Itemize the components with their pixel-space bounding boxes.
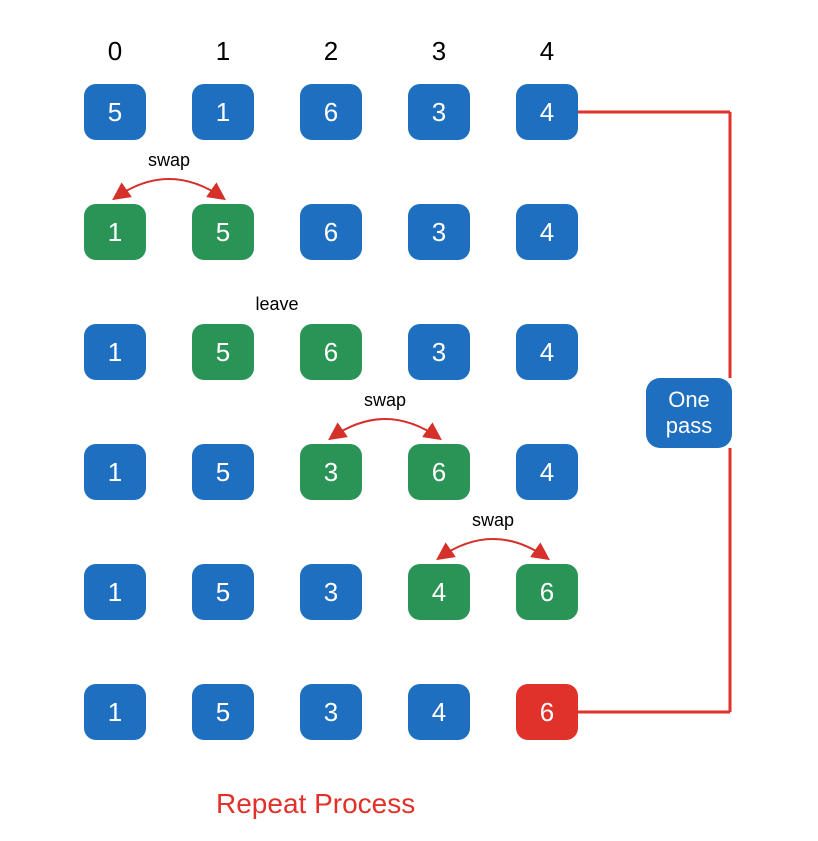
array-cell: 4 (516, 324, 578, 380)
array-cell: 4 (516, 204, 578, 260)
array-cell: 5 (192, 324, 254, 380)
array-cell: 1 (84, 324, 146, 380)
swap-arrow (439, 539, 547, 558)
array-cell: 3 (408, 84, 470, 140)
array-cell: 6 (408, 444, 470, 500)
array-cell: 3 (408, 204, 470, 260)
array-cell: 6 (516, 564, 578, 620)
one-pass-box: One pass (646, 378, 732, 448)
repeat-process-label: Repeat Process (216, 788, 415, 820)
array-cell: 6 (516, 684, 578, 740)
column-index: 0 (100, 36, 130, 67)
column-index: 1 (208, 36, 238, 67)
array-cell: 1 (84, 204, 146, 260)
leave-label: leave (247, 294, 307, 315)
column-index: 3 (424, 36, 454, 67)
swap-label: swap (139, 150, 199, 171)
array-cell: 3 (408, 324, 470, 380)
swap-label: swap (463, 510, 523, 531)
array-cell: 3 (300, 564, 362, 620)
array-cell: 5 (192, 564, 254, 620)
column-index: 2 (316, 36, 346, 67)
array-cell: 1 (84, 684, 146, 740)
swap-arrow (331, 419, 439, 438)
array-cell: 1 (84, 444, 146, 500)
array-cell: 4 (408, 564, 470, 620)
diagram-stage: 012345163415634swap15634leave15364swap15… (0, 0, 818, 841)
swap-label: swap (355, 390, 415, 411)
swap-arrow (115, 179, 223, 198)
column-index: 4 (532, 36, 562, 67)
array-cell: 4 (408, 684, 470, 740)
array-cell: 1 (84, 564, 146, 620)
array-cell: 5 (192, 684, 254, 740)
array-cell: 5 (192, 204, 254, 260)
array-cell: 6 (300, 84, 362, 140)
array-cell: 4 (516, 84, 578, 140)
array-cell: 3 (300, 444, 362, 500)
array-cell: 4 (516, 444, 578, 500)
array-cell: 6 (300, 204, 362, 260)
array-cell: 1 (192, 84, 254, 140)
array-cell: 5 (192, 444, 254, 500)
array-cell: 5 (84, 84, 146, 140)
array-cell: 3 (300, 684, 362, 740)
array-cell: 6 (300, 324, 362, 380)
